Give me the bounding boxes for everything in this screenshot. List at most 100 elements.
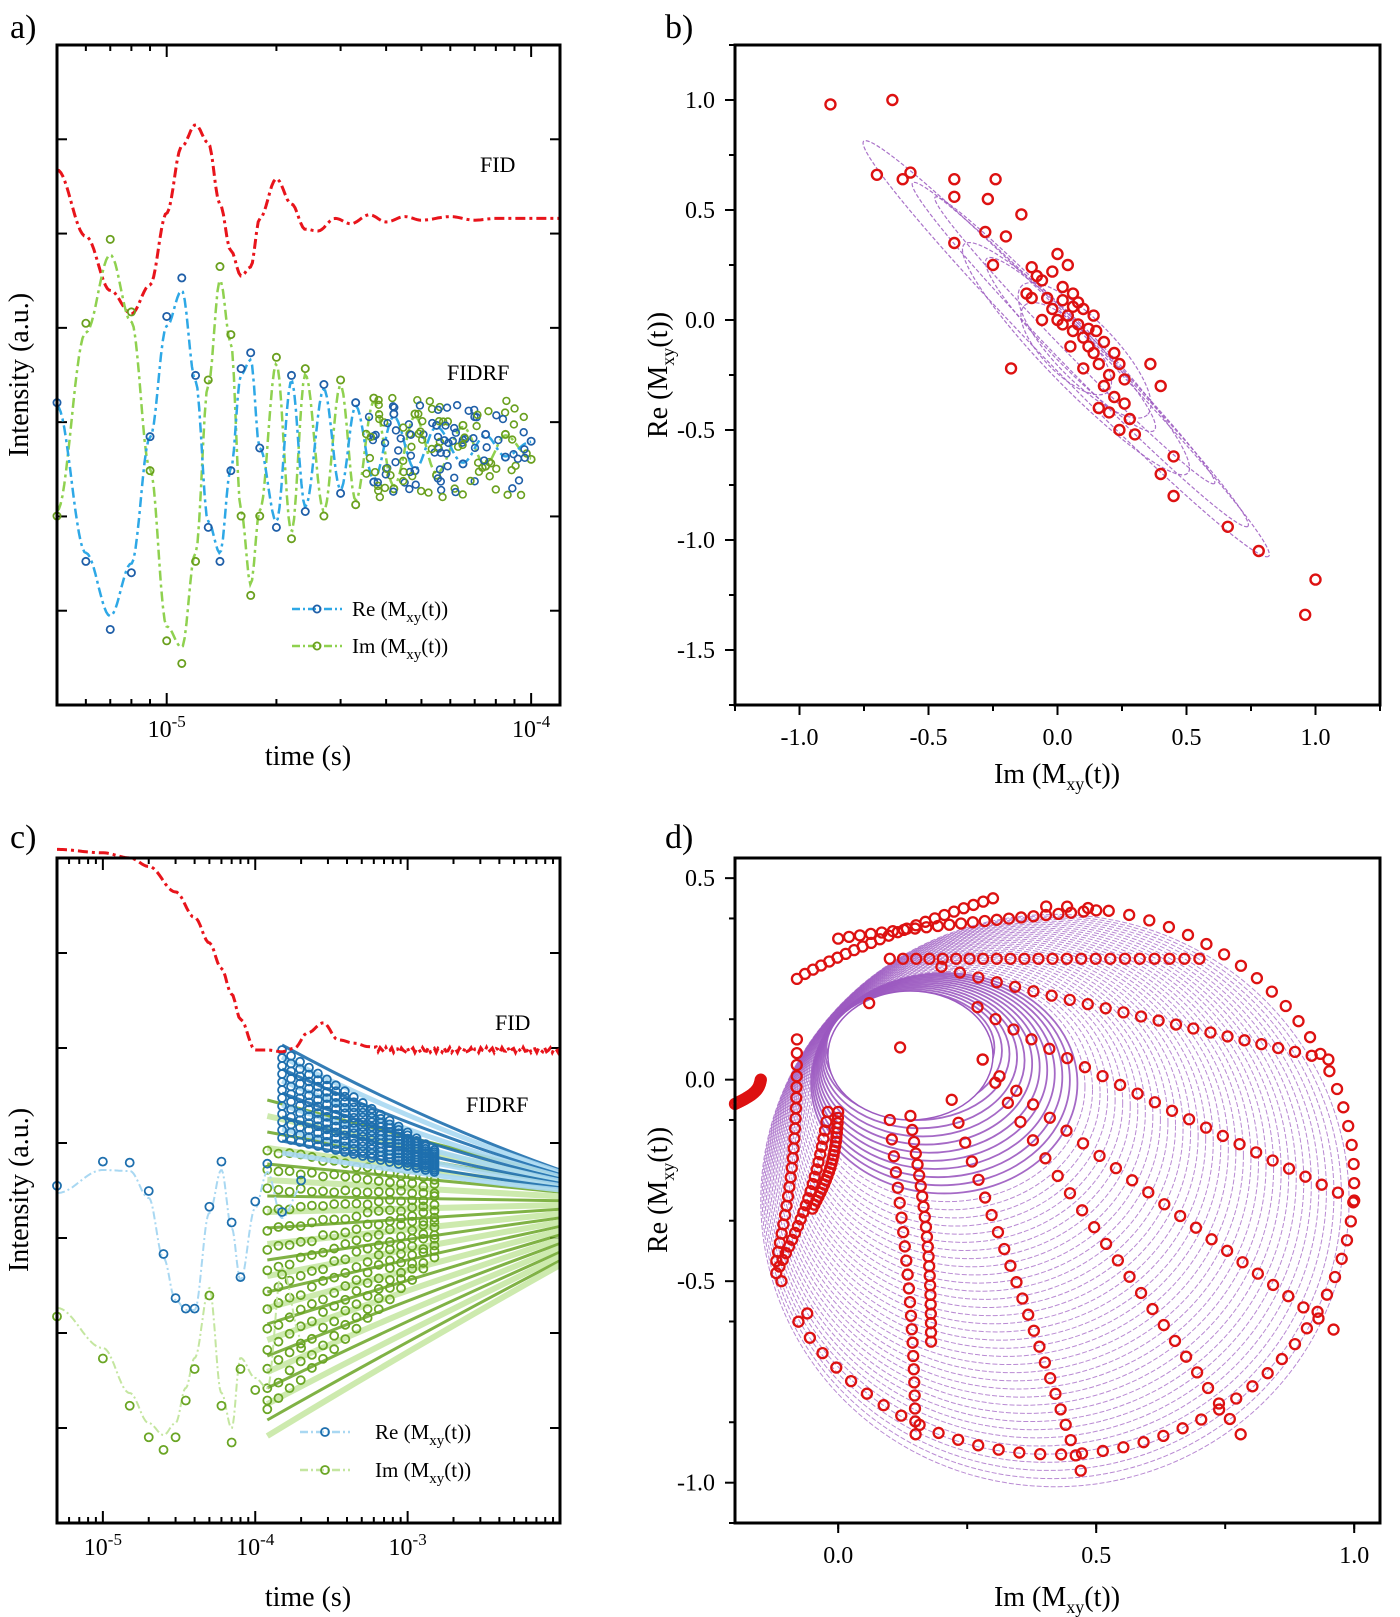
y-tick-label: -0.5 [677, 418, 715, 444]
scatter-point-b [896, 172, 909, 186]
re-marker-c [170, 1293, 181, 1303]
im-marker-c [143, 1432, 154, 1443]
im-fan-line-c [267, 1177, 561, 1200]
ellipse-trace-d [784, 941, 1222, 1349]
im-marker-c [373, 1240, 384, 1251]
im-marker-c [340, 1254, 351, 1265]
im-marker-c [295, 1270, 306, 1281]
scatter-point-d [957, 902, 970, 915]
re-marker-c [304, 1132, 314, 1142]
im-marker-c [295, 1356, 306, 1367]
im-marker-c [306, 1217, 317, 1228]
im-marker-a [516, 490, 526, 500]
im-marker-a [466, 476, 475, 486]
im-marker-c [318, 1201, 328, 1211]
scatter-point-d [1043, 1042, 1056, 1055]
im-marker-c [295, 1338, 306, 1349]
scatter-point-d [790, 1058, 803, 1072]
y-tick-label: 0.0 [685, 1068, 715, 1094]
re-marker-a [215, 556, 225, 566]
im-marker-a [407, 442, 416, 452]
scatter-point-d [936, 952, 949, 965]
ellipse-trace-d [818, 981, 1034, 1146]
im-marker-c [373, 1206, 384, 1216]
im-marker-c [284, 1240, 295, 1250]
re-marker-a [433, 405, 443, 414]
im-marker-a [425, 396, 434, 406]
im-marker-c [384, 1244, 395, 1255]
scatter-point-b [1046, 265, 1059, 278]
im-marker-c [273, 1166, 284, 1177]
im-marker-c [351, 1235, 362, 1246]
im-marker-c [273, 1354, 284, 1365]
re-marker-c [393, 1135, 404, 1146]
plot-area-c: 10-5 10-4 10-3 FID FIDRF Re (Mxy(t)) Im (Mxy(t… [52, 847, 562, 1561]
im-marker-a [414, 409, 423, 419]
im-marker-c [418, 1233, 429, 1244]
re-marker-a [406, 451, 416, 460]
re-marker-c [339, 1086, 350, 1097]
scatter-point-d [1168, 1334, 1182, 1348]
scatter-point-d [1123, 908, 1136, 922]
scatter-point-d [901, 1268, 914, 1281]
scatter-point-d [1010, 1084, 1023, 1097]
scatter-point-d [1049, 1387, 1062, 1400]
scatter-point-d [1292, 1015, 1305, 1028]
re-marker-a [400, 478, 409, 487]
re-marker-c [339, 1119, 350, 1130]
y-axis-label-b-main: Re (M [643, 366, 674, 438]
im-marker-a [191, 556, 201, 566]
im-marker-c [306, 1281, 317, 1292]
im-marker-c [262, 1323, 273, 1334]
re-marker-c [348, 1112, 359, 1123]
re-marker-c [402, 1127, 413, 1138]
scatter-point-d [806, 1177, 819, 1191]
re-marker-c [402, 1133, 413, 1144]
scatter-point-d [1212, 1403, 1226, 1416]
im-marker-c [418, 1195, 429, 1206]
scatter-point-d [1234, 1428, 1247, 1441]
scatter-point-d [1181, 928, 1195, 942]
ellipse-trace-b [961, 241, 1191, 476]
scatter-point-d [1043, 1111, 1056, 1124]
im-marker-c [362, 1207, 373, 1218]
re-marker-a [492, 411, 501, 420]
im-marker-c [295, 1252, 306, 1263]
re-marker-c [393, 1124, 404, 1135]
re-marker-c [339, 1091, 350, 1102]
im-marker-c [407, 1263, 418, 1274]
x-axis-label-c: time (s) [265, 1582, 351, 1613]
scatter-point-d [1337, 1101, 1350, 1114]
re-marker-a [246, 348, 256, 358]
re-marker-a [411, 480, 420, 489]
re-marker-a [436, 477, 445, 486]
im-marker-a [300, 364, 310, 374]
y-axis-label-c: Intensity (a.u.) [4, 1108, 35, 1272]
scatter-point-d [775, 1275, 788, 1288]
scatter-point-b [1004, 362, 1018, 375]
scatter-point-d [1096, 1444, 1109, 1458]
im-marker-c [407, 1275, 418, 1285]
im-marker-a [491, 485, 501, 494]
plot-frame-a [55, 43, 562, 707]
scatter-point-d [992, 1443, 1005, 1456]
im-marker-c [351, 1224, 362, 1235]
im-marker-a [319, 511, 329, 521]
im-marker-c [362, 1313, 373, 1323]
im-marker-a [507, 465, 516, 475]
panel-label-c: c) [10, 819, 36, 856]
ellipse-trace-d [774, 930, 1275, 1406]
scatter-point-d [799, 1199, 813, 1212]
re-marker-c [277, 1085, 287, 1095]
scatter-point-d [1133, 952, 1146, 965]
im-marker-c [384, 1283, 395, 1293]
x-axis-label-d-suffix: (t)) [1084, 1582, 1120, 1613]
panel-a: a) 10-5 10-4 FID FIDRF Re (Mxy(t)) Im (Mxy(t)… [4, 9, 562, 772]
im-marker-c [273, 1297, 284, 1308]
im-marker-c [418, 1263, 429, 1274]
scatter-point-d [896, 952, 910, 965]
im-marker-c [351, 1211, 362, 1222]
re-marker-c [250, 1196, 261, 1207]
im-marker-c [262, 1363, 273, 1374]
re-fan-line-c [281, 1043, 561, 1172]
